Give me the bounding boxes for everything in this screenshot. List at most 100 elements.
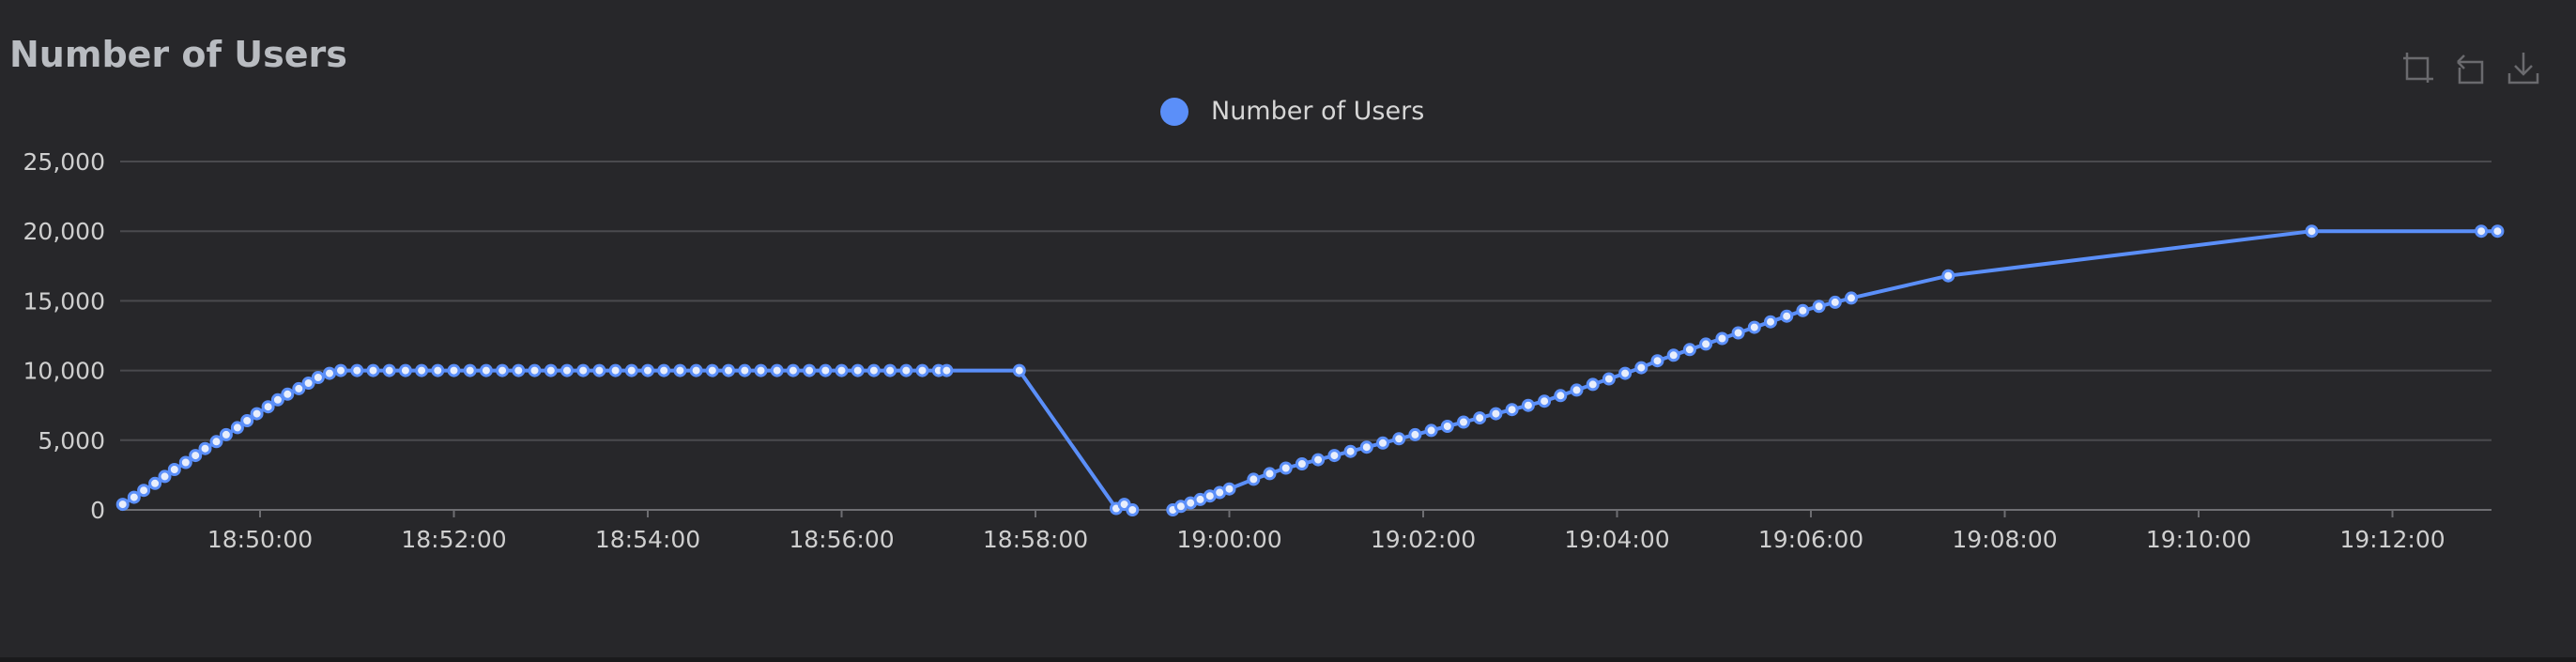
data-point[interactable] <box>127 490 141 504</box>
data-point[interactable] <box>1731 326 1745 340</box>
data-point[interactable] <box>1126 503 1140 516</box>
data-point[interactable] <box>1618 366 1633 380</box>
data-point[interactable] <box>1650 354 1664 368</box>
data-point[interactable] <box>1747 320 1761 334</box>
data-point[interactable] <box>722 363 735 377</box>
data-point[interactable] <box>657 363 671 377</box>
data-point[interactable] <box>2305 224 2319 239</box>
data-point[interactable] <box>366 363 380 377</box>
data-point[interactable] <box>624 363 638 377</box>
data-point[interactable] <box>1343 444 1357 458</box>
data-point[interactable] <box>382 363 396 377</box>
data-point[interactable] <box>835 363 849 377</box>
data-point[interactable] <box>1473 411 1487 425</box>
data-point[interactable] <box>705 363 719 377</box>
data-point[interactable] <box>178 455 192 470</box>
data-point[interactable] <box>1376 436 1389 450</box>
data-point[interactable] <box>940 363 954 377</box>
data-point[interactable] <box>398 363 412 377</box>
data-point[interactable] <box>148 476 162 490</box>
data-point[interactable] <box>1279 461 1293 475</box>
data-point[interactable] <box>1263 467 1277 481</box>
data-point[interactable] <box>292 381 306 395</box>
data-point[interactable] <box>2491 224 2505 239</box>
data-point[interactable] <box>1764 315 1777 329</box>
data-point[interactable] <box>250 407 264 421</box>
data-point[interactable] <box>431 363 445 377</box>
data-point[interactable] <box>198 441 212 455</box>
data-point[interactable] <box>608 363 622 377</box>
data-point[interactable] <box>350 363 364 377</box>
data-point[interactable] <box>137 484 151 498</box>
data-point[interactable] <box>496 363 510 377</box>
data-point[interactable] <box>1796 303 1810 317</box>
data-point[interactable] <box>1715 331 1729 346</box>
data-point[interactable] <box>738 363 752 377</box>
data-point[interactable] <box>1327 449 1342 463</box>
data-point[interactable] <box>1538 394 1552 408</box>
data-point[interactable] <box>1602 372 1616 386</box>
data-point[interactable] <box>189 449 203 463</box>
data-point[interactable] <box>915 363 929 377</box>
zoom-icon[interactable] <box>2400 49 2437 86</box>
restore-icon[interactable] <box>2452 49 2490 86</box>
data-point[interactable] <box>209 435 223 449</box>
data-point[interactable] <box>240 414 254 427</box>
data-point[interactable] <box>689 363 703 377</box>
data-point[interactable] <box>641 363 654 377</box>
data-point[interactable] <box>1359 440 1373 454</box>
data-point[interactable] <box>301 377 315 390</box>
data-point[interactable] <box>754 363 768 377</box>
data-point[interactable] <box>415 363 429 377</box>
data-point[interactable] <box>323 366 336 380</box>
data-point[interactable] <box>1489 407 1503 421</box>
data-point[interactable] <box>1666 348 1680 362</box>
data-point[interactable] <box>1408 427 1422 441</box>
data-point[interactable] <box>447 363 461 377</box>
data-point[interactable] <box>883 363 897 377</box>
legend[interactable]: Number of Users <box>1160 97 1424 126</box>
data-point[interactable] <box>115 498 130 512</box>
data-point[interactable] <box>1521 398 1535 412</box>
data-point[interactable] <box>1222 482 1236 496</box>
download-icon[interactable] <box>2505 49 2542 86</box>
data-point[interactable] <box>167 463 181 476</box>
data-point[interactable] <box>1457 415 1470 429</box>
data-point[interactable] <box>1570 383 1584 397</box>
data-point[interactable] <box>1812 300 1826 314</box>
data-point[interactable] <box>1440 420 1454 433</box>
data-point[interactable] <box>1780 309 1794 323</box>
data-point[interactable] <box>230 421 244 435</box>
data-point[interactable] <box>1941 269 1955 283</box>
data-point[interactable] <box>1586 377 1600 392</box>
data-point[interactable] <box>803 363 817 377</box>
data-point[interactable] <box>1845 291 1858 305</box>
data-point[interactable] <box>899 363 913 377</box>
data-point[interactable] <box>1505 403 1519 417</box>
data-point[interactable] <box>1311 453 1326 467</box>
data-point[interactable] <box>1295 457 1309 470</box>
data-point[interactable] <box>1554 389 1568 403</box>
data-point[interactable] <box>560 363 574 377</box>
data-point[interactable] <box>673 363 687 377</box>
data-point[interactable] <box>851 363 865 377</box>
data-point[interactable] <box>819 363 833 377</box>
data-point[interactable] <box>1634 361 1648 375</box>
data-point[interactable] <box>281 387 295 401</box>
data-point[interactable] <box>528 363 542 377</box>
data-point[interactable] <box>1682 343 1696 357</box>
data-point[interactable] <box>270 393 284 407</box>
data-point[interactable] <box>1247 472 1261 486</box>
data-point[interactable] <box>576 363 590 377</box>
data-point[interactable] <box>219 427 233 441</box>
data-point[interactable] <box>479 363 493 377</box>
data-point[interactable] <box>1699 337 1713 351</box>
data-point[interactable] <box>334 363 347 377</box>
data-point[interactable] <box>463 363 477 377</box>
data-point[interactable] <box>592 363 606 377</box>
data-point[interactable] <box>1392 432 1406 446</box>
data-point[interactable] <box>158 470 172 484</box>
data-point[interactable] <box>1828 295 1842 309</box>
data-point[interactable] <box>770 363 784 377</box>
data-point[interactable] <box>261 400 275 414</box>
